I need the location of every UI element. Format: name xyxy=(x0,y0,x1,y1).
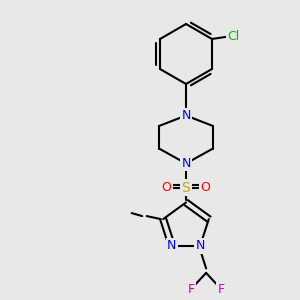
Text: N: N xyxy=(167,239,177,252)
Text: N: N xyxy=(195,239,205,252)
Text: S: S xyxy=(182,181,190,194)
Text: F: F xyxy=(218,283,225,296)
Text: F: F xyxy=(188,283,195,296)
Text: O: O xyxy=(201,181,210,194)
Text: N: N xyxy=(181,109,191,122)
Text: O: O xyxy=(162,181,171,194)
Text: Cl: Cl xyxy=(227,29,239,43)
Text: N: N xyxy=(181,157,191,170)
